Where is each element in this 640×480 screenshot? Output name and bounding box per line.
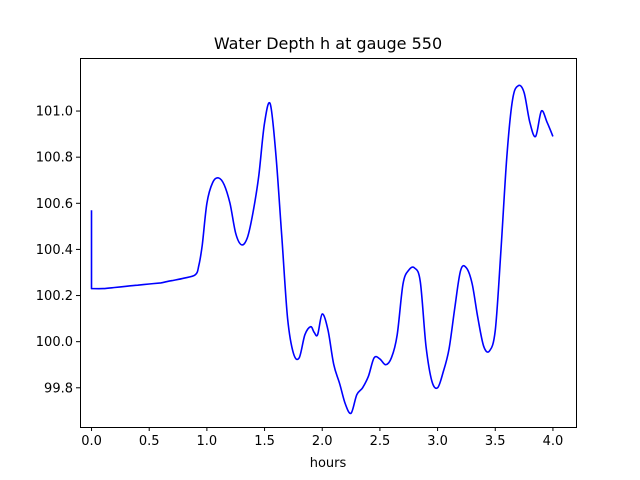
x-tick-label: 2.0	[312, 434, 333, 449]
y-tick-label: 100.6	[36, 197, 73, 212]
y-tick-label: 100.4	[36, 243, 73, 258]
x-tick-label: 1.0	[197, 434, 218, 449]
x-tick-label: 0.5	[139, 434, 160, 449]
plot-area-frame	[80, 58, 577, 428]
x-axis-label: hours	[310, 456, 347, 471]
y-axis-ticks: 99.8 100.0 100.2 100.4 100.6 100.8 101.0	[36, 105, 80, 396]
x-axis-ticks: 0.0 0.5 1.0 1.5 2.0 2.5 3.0 3.5 4.0	[81, 427, 563, 449]
y-tick-label: 100.0	[36, 335, 73, 350]
chart-title: Water Depth h at gauge 550	[214, 34, 442, 53]
x-tick-label: 3.5	[485, 434, 506, 449]
x-tick-label: 0.0	[81, 434, 102, 449]
x-tick-label: 4.0	[543, 434, 564, 449]
y-tick-label: 101.0	[36, 105, 73, 120]
x-tick-label: 3.0	[427, 434, 448, 449]
x-tick-label: 1.5	[254, 434, 275, 449]
y-tick-label: 100.8	[36, 151, 73, 166]
y-tick-label: 99.8	[44, 381, 73, 396]
series-layer	[90, 84, 554, 415]
y-tick-label: 100.2	[36, 289, 73, 304]
x-tick-label: 2.5	[370, 434, 391, 449]
series-line-0	[90, 84, 554, 415]
